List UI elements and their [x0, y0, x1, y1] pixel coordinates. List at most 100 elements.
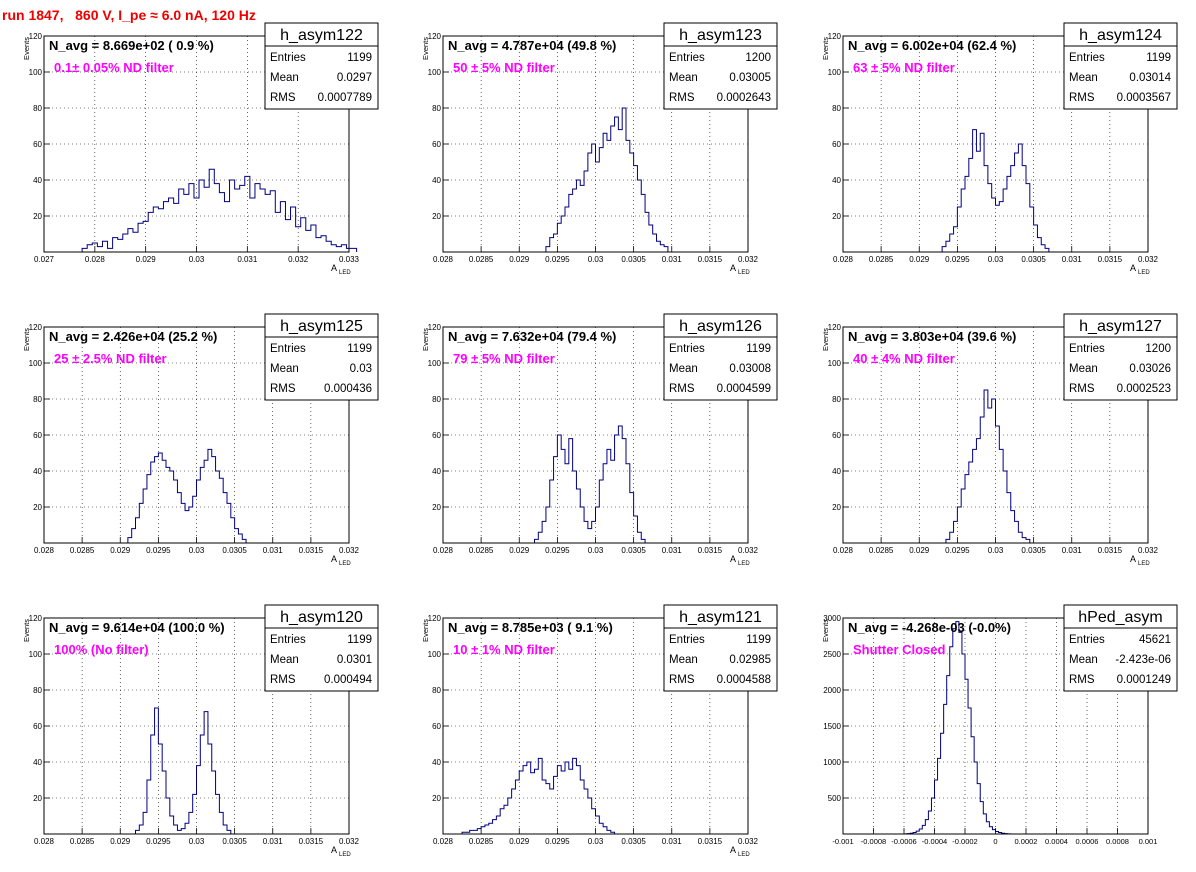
x-axis-title: A [1130, 554, 1136, 564]
x-tick-label: 0.031 [1062, 255, 1083, 264]
histogram-panel-h_asym121: 0.028 0.0285 0.029 0.0295 0.03 0.0305 0.031 0.0… [421, 604, 778, 858]
filter-label: 25 ± 2.5% ND filter [54, 351, 167, 366]
y-tick-label: 100 [828, 68, 842, 77]
stats-label: Mean [1069, 363, 1098, 375]
histogram-line [135, 707, 232, 834]
y-tick-label: 20 [832, 212, 841, 221]
y-tick-label: 40 [33, 758, 42, 767]
stats-value: 1200 [1145, 343, 1171, 355]
y-tick-label: 120 [828, 323, 842, 332]
x-tick-label: 0.029 [909, 255, 930, 264]
x-axis-title-subscript: LED [1138, 270, 1150, 276]
stats-label: Mean [270, 654, 299, 666]
y-tick-label: 40 [432, 467, 441, 476]
stats-label: RMS [270, 92, 296, 104]
x-tick-label: 0.0305 [222, 546, 247, 555]
run-title: run 1847, 860 V, I_pe ≈ 6.0 nA, 120 Hz [2, 7, 256, 23]
y-axis-title: Events [821, 619, 830, 642]
x-axis-title-subscript: LED [339, 561, 351, 567]
x-tick-label: 0.031 [263, 546, 284, 555]
x-tick-label: 0.03 [588, 546, 604, 555]
stats-value: 0.03005 [729, 72, 771, 84]
y-tick-label: 40 [432, 758, 441, 767]
x-tick-label: 0.03 [988, 546, 1004, 555]
x-tick-label: 0.0315 [1098, 255, 1123, 264]
x-tick-label: 0.03 [588, 255, 604, 264]
x-tick-label: 0.029 [509, 546, 530, 555]
x-tick-label: 0.0295 [545, 837, 570, 846]
y-axis-title: Events [821, 37, 830, 60]
x-tick-label: 0.032 [1138, 255, 1159, 264]
x-tick-label: 0.0295 [545, 255, 570, 264]
y-tick-label: 60 [432, 431, 441, 440]
y-tick-label: 100 [29, 359, 43, 368]
x-axis-title-subscript: LED [1138, 561, 1150, 567]
stats-label: Mean [669, 72, 698, 84]
stats-label: Mean [1069, 72, 1098, 84]
y-tick-label: 120 [428, 323, 442, 332]
stats-value: 0.03014 [1129, 72, 1171, 84]
stats-box [1063, 604, 1178, 692]
x-tick-label: 0.0315 [698, 546, 723, 555]
x-tick-label: 0.0004 [1045, 837, 1068, 846]
stats-label: Entries [669, 52, 705, 64]
x-tick-label: 0.0305 [1021, 255, 1046, 264]
x-axis-title: A [730, 263, 736, 273]
y-tick-label: 60 [33, 140, 42, 149]
x-axis-title-subscript: LED [339, 270, 351, 276]
y-axis-title: Events [421, 619, 430, 642]
stats-value: 0.0301 [337, 654, 372, 666]
x-axis-title-subscript: LED [738, 852, 750, 858]
stats-value: 1200 [745, 52, 771, 64]
histogram-line [545, 107, 669, 252]
x-tick-label: 0.031 [263, 837, 284, 846]
x-axis-title: A [730, 845, 736, 855]
stats-box [663, 313, 778, 401]
stats-value: 0.03 [350, 363, 372, 375]
x-tick-label: 0.028 [433, 837, 454, 846]
x-axis-title: A [331, 845, 337, 855]
filter-label: 50 ± 5% ND filter [453, 60, 555, 75]
y-tick-label: 120 [29, 614, 43, 623]
y-tick-label: 80 [33, 104, 42, 113]
stats-label: Entries [270, 634, 306, 646]
navg-label: N_avg = 7.632e+04 (79.4 %) [448, 329, 616, 344]
x-tick-label: 0.0285 [469, 837, 494, 846]
x-tick-label: 0.032 [339, 546, 360, 555]
stats-label: Mean [1069, 654, 1098, 666]
x-tick-label: 0.029 [909, 546, 930, 555]
x-tick-label: 0.029 [110, 837, 131, 846]
stats-value: 0.0002643 [717, 92, 771, 104]
histogram-panel-h_asym122: 0.027 0.028 0.029 0.03 0.031 0.032 0.033 20 40 60… [22, 22, 379, 276]
stats-value: 0.0001249 [1117, 674, 1171, 686]
histogram-line [461, 757, 616, 834]
histogram-line [127, 448, 247, 543]
x-axis-title: A [730, 554, 736, 564]
x-tick-label: 0.029 [136, 255, 157, 264]
x-tick-label: 0.027 [34, 255, 55, 264]
y-tick-label: 120 [428, 614, 442, 623]
x-tick-label: 0.032 [339, 837, 360, 846]
stats-label: RMS [1069, 674, 1095, 686]
x-tick-label: 0.0305 [1021, 546, 1046, 555]
x-tick-label: -0.0006 [891, 837, 916, 846]
x-tick-label: 0.0305 [621, 546, 646, 555]
x-axis-title: A [1130, 263, 1136, 273]
histogram-panel-h_asym126: 0.028 0.0285 0.029 0.0295 0.03 0.0305 0.031 0.0… [421, 313, 778, 567]
x-tick-label: 0.031 [1062, 546, 1083, 555]
y-axis-title: Events [421, 328, 430, 351]
y-tick-label: 20 [432, 212, 441, 221]
navg-label: N_avg = 2.426e+04 (25.2 %) [49, 329, 217, 344]
filter-label: 63 ± 5% ND filter [853, 60, 955, 75]
y-tick-label: 60 [832, 140, 841, 149]
histogram-line [945, 389, 1031, 543]
y-axis-title: Events [22, 619, 31, 642]
histogram-panel-hPed_asym: -0.001 -0.0008 -0.0006 -0.0004 -0.0002 0 0.000… [821, 604, 1178, 846]
x-tick-label: 0 [993, 837, 997, 846]
y-tick-label: 40 [432, 176, 441, 185]
stats-label: Mean [270, 363, 299, 375]
x-tick-label: 0.0295 [146, 546, 171, 555]
stats-value: 0.0004599 [717, 383, 771, 395]
histogram-name: hPed_asym [1078, 609, 1163, 626]
y-tick-label: 100 [29, 650, 43, 659]
